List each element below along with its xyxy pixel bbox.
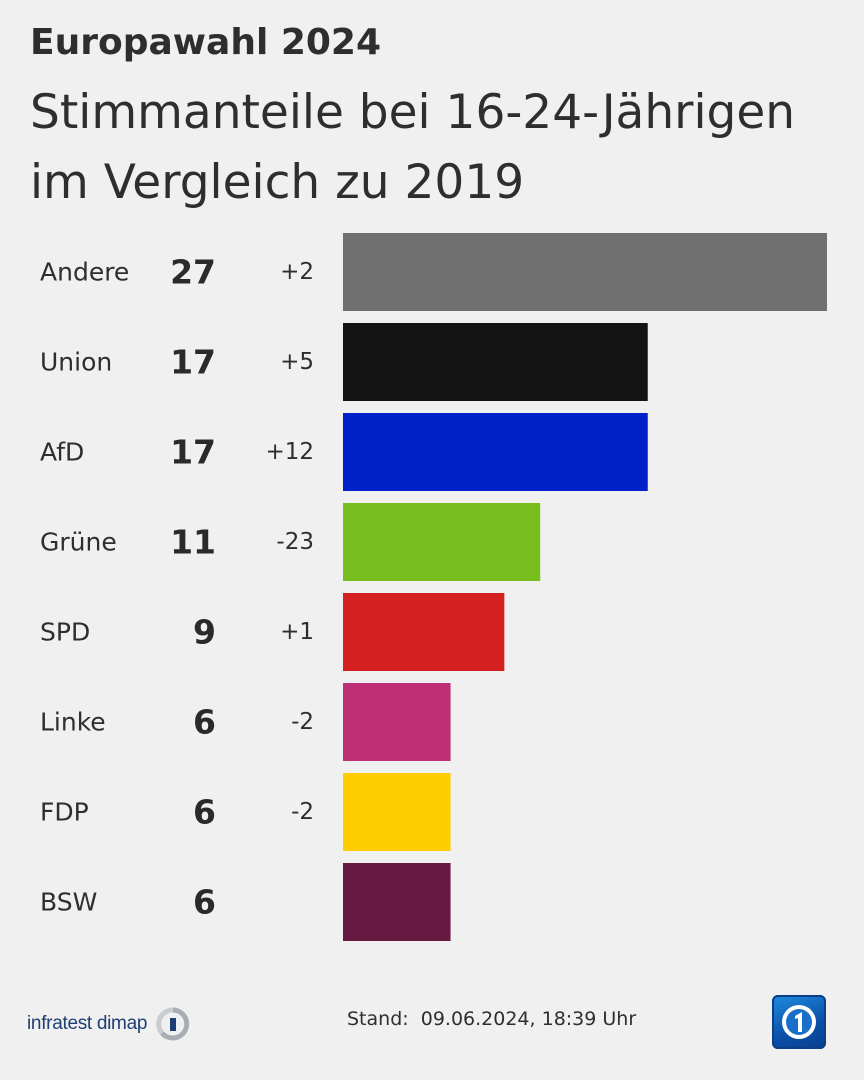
bar-afd [343, 413, 648, 491]
bar-spd [343, 593, 505, 671]
change-label: -2 [291, 799, 314, 825]
category-label: FDP [40, 798, 89, 827]
value-label: 6 [193, 703, 216, 742]
bar-linke [343, 683, 451, 761]
change-label: -23 [276, 529, 314, 555]
category-label: BSW [40, 888, 97, 917]
category-label: SPD [40, 618, 90, 647]
value-label: 6 [193, 793, 216, 832]
source-label: infratest dimap [27, 1013, 148, 1034]
chart-kicker: Europawahl 2024 [30, 22, 382, 63]
value-label: 9 [193, 613, 216, 652]
bar-bsw [343, 863, 451, 941]
change-label: +1 [280, 619, 314, 645]
value-label: 17 [170, 343, 216, 382]
bar-grüne [343, 503, 541, 581]
category-label: Grüne [40, 528, 117, 557]
timestamp: Stand: 09.06.2024, 18:39 Uhr [347, 1008, 637, 1030]
change-label: +5 [280, 349, 314, 375]
category-label: Linke [40, 708, 106, 737]
change-label: -2 [291, 709, 314, 735]
category-label: AfD [40, 438, 84, 467]
category-label: Andere [40, 258, 129, 287]
bar-andere [343, 233, 827, 311]
change-label: +2 [280, 259, 314, 285]
value-label: 11 [170, 523, 216, 562]
category-label: Union [40, 348, 112, 377]
value-label: 17 [170, 433, 216, 472]
change-label: +12 [265, 439, 314, 465]
value-label: 6 [193, 883, 216, 922]
infratest-dimap-logo-icon [156, 1007, 190, 1041]
chart-title: Stimmanteile bei 16-24-Jährigen im Vergl… [30, 85, 796, 210]
bar-fdp [343, 773, 451, 851]
value-label: 27 [170, 253, 216, 292]
tagesschau-logo-icon [772, 995, 826, 1049]
bar-union [343, 323, 648, 401]
infratest-dimap-logo: infratest dimap [27, 1006, 191, 1042]
